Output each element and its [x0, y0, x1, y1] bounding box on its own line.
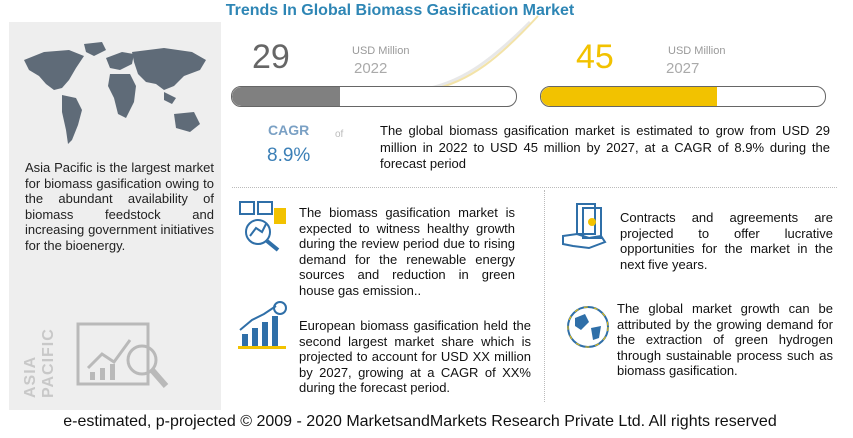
growth-chart-icon: [238, 301, 287, 349]
world-map-icon: [24, 42, 206, 144]
chart-search-icon: [239, 201, 286, 252]
market-start-unit: USD Million: [352, 45, 410, 57]
money-hand-icon: [562, 203, 607, 250]
market-summary: The global biomass gasification market i…: [380, 123, 830, 171]
blurb-contracts: Contracts and agreements are projected t…: [620, 210, 833, 272]
divider-vertical: [544, 190, 546, 402]
blurb-growth: The biomass gasification market is expec…: [299, 205, 515, 298]
market-end-bar-fill: [541, 87, 718, 106]
cagr-of: of: [335, 129, 344, 140]
divider-horizontal: [232, 187, 837, 189]
blurb-europe: European biomass gasification held the s…: [299, 318, 531, 395]
market-start-year: 2022: [354, 60, 388, 77]
market-start-bar-fill: [232, 87, 340, 106]
market-end-year: 2027: [666, 60, 700, 77]
cagr-value: 8.9%: [267, 145, 311, 166]
globe-icon: [567, 306, 609, 348]
market-start-value: 29: [252, 38, 290, 76]
cagr-label: CAGR: [268, 122, 310, 138]
asia-pacific-label: ASIA PACIFIC: [22, 328, 57, 398]
asia-pacific-text: Asia Pacific is the largest market for b…: [25, 160, 214, 253]
market-end-value: 45: [576, 38, 614, 76]
market-end-unit: USD Million: [668, 45, 726, 57]
blurb-global: The global market growth can be attribut…: [617, 301, 833, 378]
page-title: Trends In Global Biomass Gasification Ma…: [225, 2, 575, 19]
analysis-board-icon: [76, 322, 169, 388]
decorative-curve: [420, 15, 539, 92]
market-start-bar: [231, 86, 517, 107]
market-end-bar: [540, 86, 826, 107]
footer-copyright: e-estimated, p-projected © 2009 - 2020 M…: [63, 413, 777, 430]
